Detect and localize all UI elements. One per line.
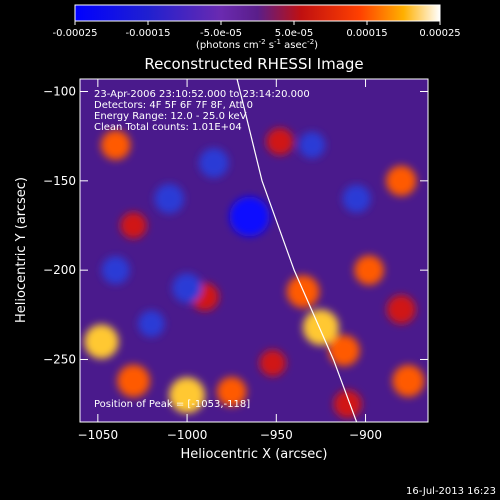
heatmap-blob bbox=[138, 310, 165, 337]
colorbar-tick-label: -0.00015 bbox=[126, 28, 171, 39]
heatmap-blob bbox=[84, 324, 119, 359]
x-tick-label: −900 bbox=[349, 428, 382, 442]
heatmap-blob bbox=[101, 256, 130, 285]
plot-frame bbox=[79, 78, 429, 423]
heatmap-blob bbox=[342, 184, 371, 213]
x-tick-label: −1000 bbox=[167, 428, 208, 442]
chart-title: Reconstructed RHESSI Image bbox=[144, 55, 363, 73]
heatmap-blob bbox=[100, 130, 131, 160]
heatmap-blob bbox=[302, 309, 339, 346]
heatmap-blob bbox=[120, 212, 147, 239]
colorbar-tick-label: 5.0e-05 bbox=[275, 28, 313, 39]
solar-limb-line bbox=[236, 79, 358, 422]
y-tick-label: −250 bbox=[43, 352, 76, 366]
heatmap-blob bbox=[266, 127, 294, 156]
footer-timestamp: 16-Jul-2013 16:23 bbox=[406, 486, 496, 497]
colorbar bbox=[74, 4, 441, 22]
colorbar-tick-label: -5.0e-05 bbox=[200, 28, 242, 39]
colorbar-tick-label: 0.00025 bbox=[419, 28, 460, 39]
heatmap-blob bbox=[169, 377, 206, 414]
heatmap-blob bbox=[172, 273, 202, 303]
heatmap-blob bbox=[328, 334, 360, 367]
x-tick-label: −1050 bbox=[78, 428, 119, 442]
heatmap-blob bbox=[354, 255, 384, 285]
y-tick-label: −150 bbox=[43, 174, 76, 188]
heatmap-blob bbox=[117, 364, 150, 398]
heatmap-blob bbox=[298, 131, 326, 159]
heatmap-blob bbox=[386, 295, 416, 324]
colorbar-tick-label: -0.00025 bbox=[53, 28, 98, 39]
heatmap-blob bbox=[392, 364, 425, 397]
heatmap-blob bbox=[154, 183, 185, 214]
heatmap-blob bbox=[386, 165, 417, 197]
x-tick-label: −950 bbox=[260, 428, 293, 442]
colorbar-unit-label: (photons cm-2 s-1 asec-2) bbox=[196, 38, 318, 51]
colorbar-tick-label: 0.00015 bbox=[346, 28, 387, 39]
plot-background bbox=[80, 79, 428, 422]
heatmap-blob bbox=[259, 349, 286, 377]
y-axis-label: Heliocentric Y (arcsec) bbox=[14, 177, 29, 323]
heatmap-blob bbox=[333, 390, 362, 419]
heatmap-blob bbox=[199, 148, 229, 178]
y-tick-label: −200 bbox=[43, 263, 76, 277]
peak-position-label: Position of Peak = [-1053,-118] bbox=[94, 399, 250, 410]
annotation-time: 23-Apr-2006 23:10:52.000 to 23:14:20.000 bbox=[94, 89, 310, 100]
annotation-clean: Clean Total counts: 1.01E+04 bbox=[94, 122, 242, 133]
x-axis-label: Heliocentric X (arcsec) bbox=[181, 447, 328, 462]
y-tick-label: −100 bbox=[43, 85, 76, 99]
heatmap-blob bbox=[216, 376, 247, 407]
annotation-energy: Energy Range: 12.0 - 25.0 keV bbox=[94, 111, 247, 122]
heatmap-blob bbox=[229, 196, 270, 237]
annotation-detectors: Detectors: 4F 5F 6F 7F 8F, Att 0 bbox=[94, 100, 253, 111]
